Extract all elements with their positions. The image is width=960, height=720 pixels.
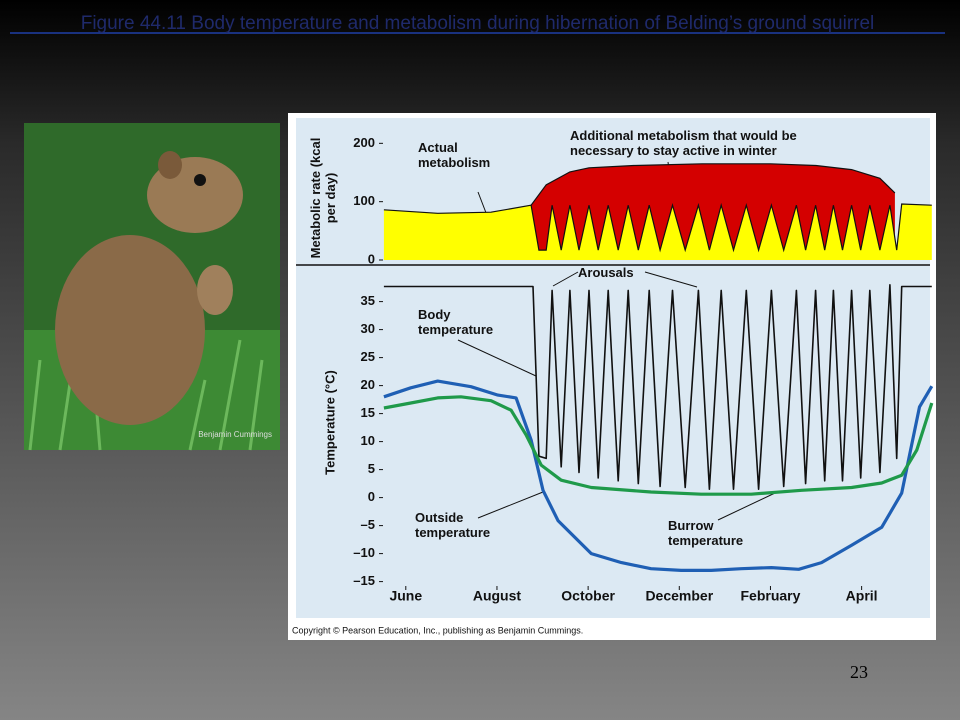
- y-tick-label: –5: [361, 517, 375, 532]
- area-fill: [383, 204, 932, 260]
- x-tick-label: February: [740, 588, 800, 604]
- x-tick-label: June: [389, 588, 422, 604]
- annotation: Additional metabolism that would be nece…: [570, 128, 797, 158]
- y-axis-label: Temperature (°C): [322, 370, 338, 475]
- y-tick-label: –15: [353, 573, 375, 588]
- slide-number: 23: [850, 662, 868, 682]
- annotation: Arousals: [578, 265, 634, 280]
- annotation: Burrow temperature: [668, 518, 744, 548]
- x-tick-label: August: [473, 588, 522, 604]
- series-line: [383, 379, 934, 572]
- y-tick-label: 30: [361, 321, 375, 336]
- y-tick-label: –10: [353, 545, 375, 560]
- x-tick-label: April: [846, 588, 878, 604]
- y-tick-label: 0: [368, 251, 375, 266]
- y-tick-label: 20: [361, 377, 375, 392]
- copyright: Copyright © Pearson Education, Inc., pub…: [292, 625, 583, 635]
- y-tick-label: 10: [361, 433, 375, 448]
- annotation: Outside temperature: [415, 510, 491, 540]
- annotation: Body temperature: [418, 307, 494, 337]
- y-tick-label: 25: [361, 349, 375, 364]
- series-line: [383, 284, 932, 490]
- y-tick-label: 200: [353, 135, 375, 150]
- area-line: [530, 163, 896, 206]
- slide-title: Figure 44.11 Body temperature and metabo…: [80, 13, 875, 34]
- annotation: Actual metabolism: [418, 140, 491, 170]
- series-line: [383, 395, 934, 496]
- photo-credit: Benjamin Cummings: [198, 430, 272, 439]
- x-tick-label: October: [561, 588, 615, 604]
- y-axis-label: Metabolic rate (kcal per day): [308, 137, 338, 259]
- area-line: [383, 202, 932, 253]
- y-tick-label: 15: [361, 405, 375, 420]
- x-tick-label: December: [645, 588, 713, 604]
- y-tick-label: 5: [368, 461, 375, 476]
- y-tick-label: 100: [353, 193, 375, 208]
- y-tick-label: 35: [361, 293, 375, 308]
- photo: Benjamin Cummings: [24, 123, 280, 451]
- y-tick-label: 0: [368, 489, 375, 504]
